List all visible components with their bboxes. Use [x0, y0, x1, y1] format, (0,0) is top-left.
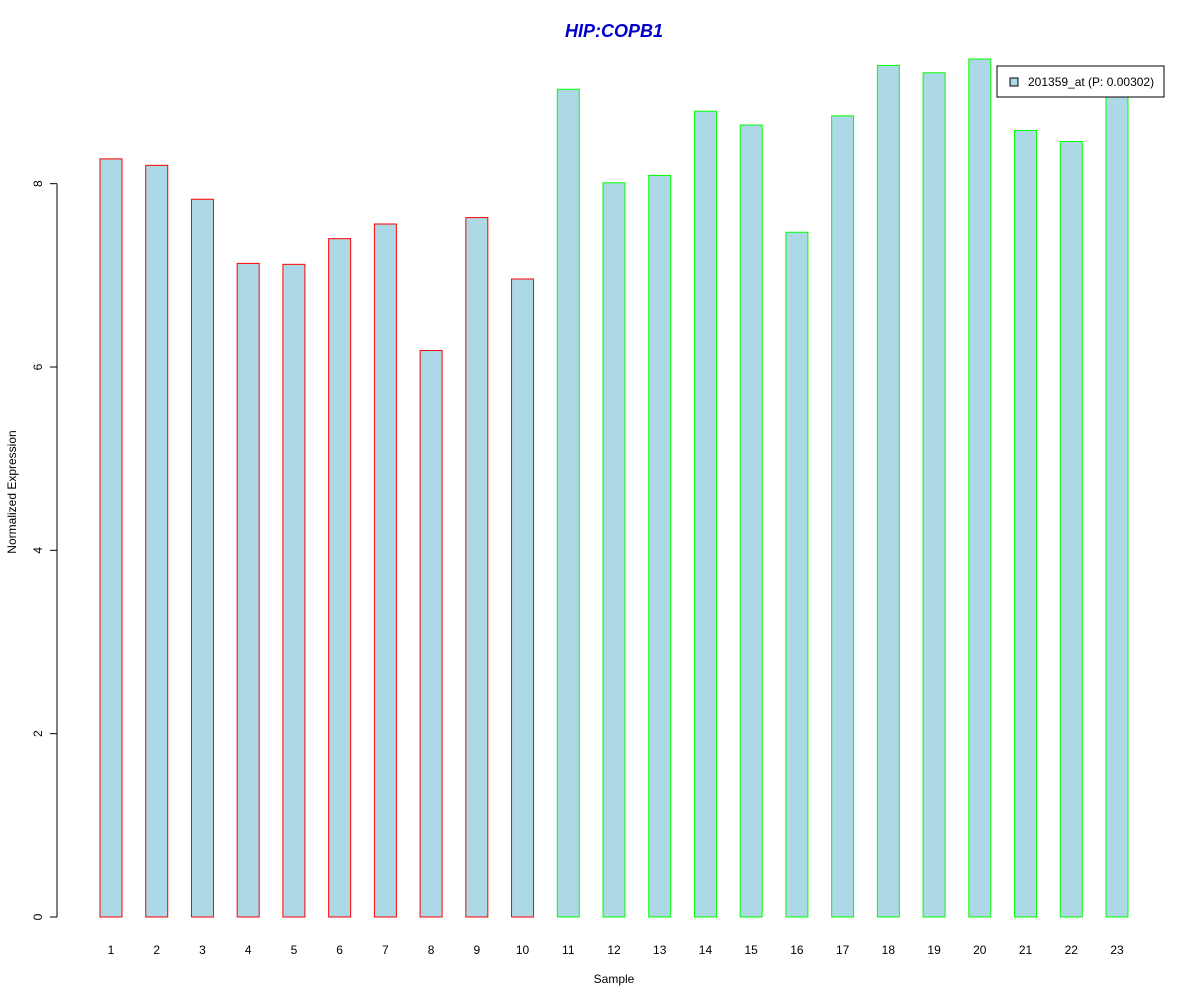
x-tick-label: 18 — [882, 943, 896, 957]
x-tick-label: 12 — [607, 943, 621, 957]
x-tick-label: 9 — [473, 943, 480, 957]
x-tick-label: 10 — [516, 943, 530, 957]
x-axis-label: Sample — [594, 972, 635, 986]
bar-sample-15 — [739, 124, 763, 918]
x-tick-label: 23 — [1110, 943, 1124, 957]
y-axis-label: Normalized Expression — [5, 430, 19, 553]
x-tick-label: 3 — [199, 943, 206, 957]
x-tick-label: 5 — [291, 943, 298, 957]
bar-sample-7 — [373, 223, 397, 918]
bar-sample-10 — [511, 278, 535, 918]
bar-sample-6 — [328, 238, 352, 918]
legend: 201359_at (P: 0.00302) — [996, 65, 1165, 98]
y-tick-label: 0 — [31, 913, 45, 920]
x-tick-label: 22 — [1065, 943, 1079, 957]
x-tick-label: 8 — [428, 943, 435, 957]
x-tick-label: 13 — [653, 943, 667, 957]
bar-sample-9 — [465, 217, 489, 918]
bar-sample-16 — [785, 231, 809, 918]
bar-sample-3 — [190, 198, 214, 918]
bar-sample-8 — [419, 350, 443, 918]
y-tick-label: 6 — [31, 363, 45, 370]
bar-sample-1 — [99, 158, 123, 918]
bar-sample-12 — [602, 182, 626, 918]
legend-label: 201359_at (P: 0.00302) — [1028, 75, 1154, 89]
legend-box — [996, 65, 1165, 98]
x-tick-label: 7 — [382, 943, 389, 957]
x-tick-label: 17 — [836, 943, 850, 957]
bar-sample-21 — [1014, 130, 1038, 918]
bar-sample-17 — [831, 115, 855, 918]
bar-sample-19 — [922, 72, 946, 918]
bar-sample-11 — [556, 88, 580, 918]
y-tick-label: 2 — [31, 730, 45, 737]
bar-sample-14 — [693, 110, 717, 918]
x-tick-label: 21 — [1019, 943, 1033, 957]
x-tick-label: 14 — [699, 943, 713, 957]
x-tick-label: 16 — [790, 943, 804, 957]
x-tick-label: 4 — [245, 943, 252, 957]
y-tick-label: 4 — [31, 547, 45, 554]
x-tick-label: 1 — [108, 943, 115, 957]
x-tick-label: 19 — [927, 943, 941, 957]
x-tick-label: 6 — [336, 943, 343, 957]
bar-sample-13 — [648, 174, 672, 918]
bar-sample-5 — [282, 263, 306, 918]
legend-swatch — [1009, 77, 1019, 87]
bar-sample-4 — [236, 262, 260, 918]
bars — [99, 58, 1129, 918]
y-axis: 0 2 4 6 8 — [31, 180, 58, 920]
bar-sample-18 — [876, 64, 900, 918]
x-axis-ticks: 1 2 3 4 5 6 7 8 9 10 11 12 13 14 15 16 17 18 19 20 21 22 23 — [108, 943, 1124, 957]
x-tick-label: 20 — [973, 943, 987, 957]
bar-sample-2 — [145, 164, 169, 918]
bar-sample-23 — [1105, 88, 1129, 918]
chart-title: HIP:COPB1 — [565, 21, 663, 41]
x-tick-label: 15 — [745, 943, 759, 957]
bar-sample-20 — [968, 58, 992, 918]
x-tick-label: 2 — [153, 943, 160, 957]
x-tick-label: 11 — [562, 943, 575, 957]
bar-sample-22 — [1059, 141, 1083, 918]
y-tick-label: 8 — [31, 180, 45, 187]
